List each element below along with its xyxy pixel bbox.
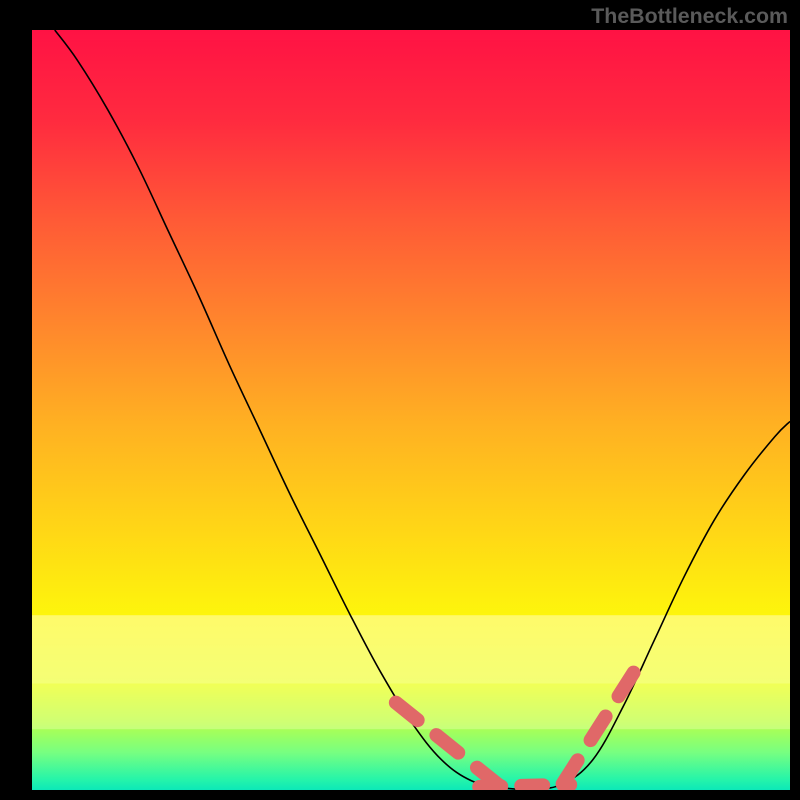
bottleneck-chart [0, 0, 800, 800]
watermark-text: TheBottleneck.com [591, 4, 788, 29]
